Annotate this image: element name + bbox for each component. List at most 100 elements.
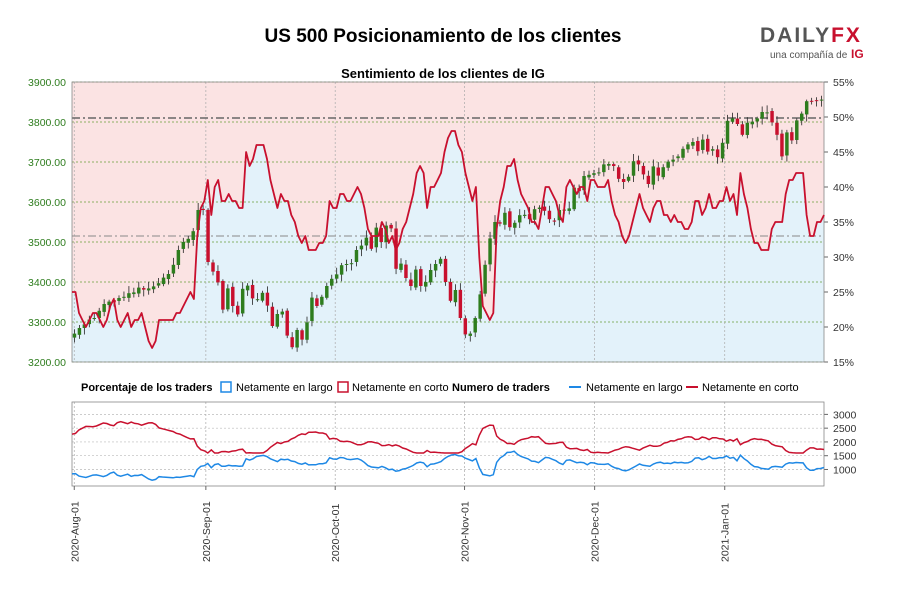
candle-body: [379, 227, 383, 242]
candle-body: [166, 274, 171, 280]
candle: [775, 116, 779, 141]
legend-long-label-2: Netamente en largo: [586, 382, 683, 394]
candle: [364, 230, 369, 251]
candle-body: [503, 212, 507, 225]
x-date-label: 2020-Dec-01: [590, 501, 602, 562]
candle-body: [740, 124, 745, 135]
logo-ig: IG: [851, 47, 864, 61]
candle: [646, 170, 651, 188]
legend-bar: Porcentaje de los traders Netamente en l…: [81, 381, 799, 394]
price-panel: 3900.00 3800.00 3700.00 3600.00 3500.00 3400.…: [28, 77, 854, 369]
candle: [221, 279, 225, 314]
candle-body: [161, 277, 166, 285]
lower-y-tick: 1500: [833, 451, 857, 463]
candle-body: [137, 287, 141, 294]
candle: [780, 129, 784, 161]
svg-text:DAILYFX: DAILYFX: [760, 24, 862, 47]
candle: [305, 316, 309, 344]
candle-body: [315, 298, 319, 306]
candle-body: [231, 286, 235, 306]
y-left-tick: 3600.00: [28, 197, 66, 209]
candle-body: [646, 175, 651, 184]
candle-body: [513, 222, 517, 228]
candle-body: [448, 281, 453, 301]
candle: [240, 282, 245, 317]
candle-body: [359, 245, 364, 250]
candle-body: [671, 159, 675, 162]
legend-long-label: Netamente en largo: [236, 382, 333, 394]
candle: [270, 302, 275, 328]
candle: [310, 291, 314, 327]
candle: [691, 138, 695, 150]
candle-body: [592, 173, 596, 175]
candle: [236, 301, 240, 317]
y-left-tick: 3400.00: [28, 277, 66, 289]
candle: [117, 295, 121, 305]
candle: [607, 162, 611, 171]
candle-body: [438, 258, 443, 264]
candle: [597, 167, 601, 176]
candle-body: [186, 238, 190, 243]
candle-body: [399, 263, 403, 270]
candle: [612, 162, 616, 172]
candle: [300, 328, 304, 346]
candle: [216, 265, 220, 286]
candle-body: [745, 122, 750, 135]
candle-body: [295, 330, 299, 348]
legend-short-label-2: Netamente en corto: [702, 382, 799, 394]
candle-body: [463, 318, 468, 335]
candle: [404, 260, 408, 282]
candle-body: [696, 140, 700, 152]
candle: [344, 259, 349, 272]
candle: [503, 207, 507, 230]
candle-body: [132, 292, 136, 295]
candle-body: [191, 231, 195, 240]
candle-body: [245, 285, 250, 291]
legend-percent-title: Porcentaje de los traders: [81, 382, 212, 394]
logo-subtitle: una compañía de: [770, 50, 848, 61]
candle-body: [354, 250, 359, 262]
candle-body: [765, 112, 769, 114]
candle-body: [542, 206, 547, 211]
candle-body: [349, 263, 354, 265]
lower-y-tick: 1000: [833, 464, 857, 476]
candle: [443, 255, 448, 286]
candle-body: [547, 210, 552, 220]
candle: [651, 159, 656, 190]
candle: [275, 309, 280, 329]
candle-body: [804, 101, 809, 115]
candle-body: [522, 214, 527, 216]
candle: [483, 260, 487, 297]
candle: [156, 277, 161, 288]
y-right-tick: 45%: [833, 147, 854, 159]
candle: [211, 259, 215, 276]
candle-body: [414, 269, 418, 288]
candle-body: [483, 264, 487, 294]
candle-body: [196, 210, 200, 231]
candle-body: [795, 120, 799, 140]
candle-body: [201, 208, 205, 210]
candle: [250, 279, 255, 305]
candle-body: [97, 310, 101, 319]
candle-body: [621, 179, 626, 182]
plot-frame: [71, 81, 825, 363]
candle: [750, 117, 754, 129]
candle-body: [730, 118, 735, 122]
candle-body: [424, 282, 428, 287]
y-right-tick: 50%: [833, 112, 854, 124]
candle: [641, 162, 646, 180]
candle: [191, 228, 195, 246]
candle-body: [389, 224, 393, 229]
candle-body: [127, 293, 131, 298]
candle-body: [72, 333, 77, 338]
candle-body: [785, 132, 789, 156]
candle-body: [325, 286, 329, 298]
candle-body: [602, 164, 606, 173]
candle: [409, 272, 413, 291]
candle: [176, 245, 181, 270]
candle-body: [706, 138, 710, 152]
candle: [359, 239, 364, 257]
y-right-tick: 40%: [833, 182, 854, 194]
legend-short-box: [337, 381, 349, 393]
candle-body: [755, 118, 759, 122]
